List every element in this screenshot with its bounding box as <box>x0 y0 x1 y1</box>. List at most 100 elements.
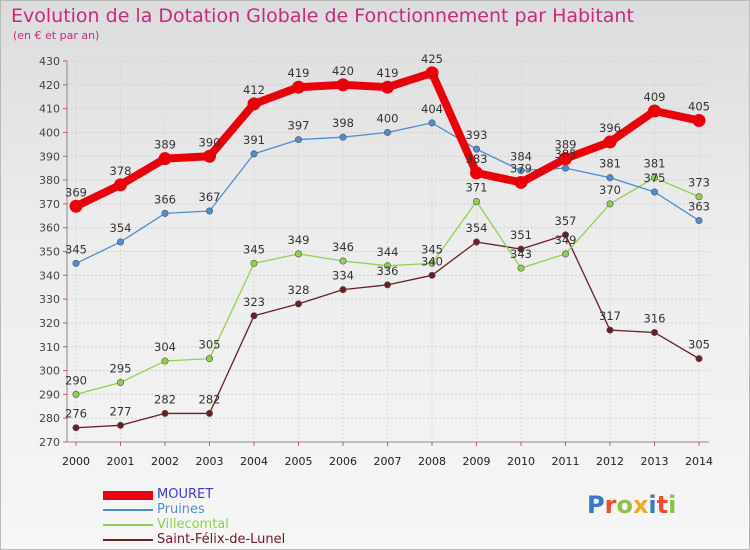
data-label: 290 <box>65 373 87 387</box>
data-point <box>472 197 480 205</box>
legend-label: MOURET <box>157 487 214 502</box>
legend-label: Villecomtal <box>157 517 229 532</box>
data-label: 343 <box>510 247 532 261</box>
y-tick-label: 360 <box>39 222 60 235</box>
data-point <box>470 166 483 180</box>
data-label: 381 <box>644 157 666 171</box>
data-label: 345 <box>65 242 87 256</box>
data-point <box>606 174 614 182</box>
data-point <box>117 421 125 429</box>
y-tick-label: 400 <box>39 126 60 139</box>
data-point <box>472 238 480 246</box>
data-label: 398 <box>332 116 354 130</box>
data-label: 304 <box>154 340 176 354</box>
y-tick-label: 390 <box>39 150 60 163</box>
legend-label: Pruines <box>157 502 205 517</box>
data-point <box>161 357 169 365</box>
data-point <box>206 207 214 215</box>
data-point <box>606 200 614 208</box>
x-tick-label: 2004 <box>240 455 268 468</box>
data-label: 419 <box>288 66 310 80</box>
data-label: 381 <box>599 157 621 171</box>
y-tick-label: 300 <box>39 365 60 378</box>
data-point <box>517 167 525 175</box>
data-label: 412 <box>243 83 265 97</box>
x-tick-label: 2013 <box>641 455 669 468</box>
data-label: 396 <box>599 121 621 135</box>
data-label: 328 <box>288 283 310 297</box>
data-point <box>425 66 439 80</box>
data-label: 349 <box>555 233 577 247</box>
proxiti-logo: Proxiti <box>587 491 676 519</box>
data-point <box>72 259 80 267</box>
data-point <box>428 259 436 267</box>
data-label: 363 <box>688 200 710 214</box>
data-label: 334 <box>332 269 354 283</box>
data-point <box>69 199 83 213</box>
legend-label: Saint-Félix-de-Lunel <box>157 532 286 547</box>
data-point <box>606 326 614 334</box>
data-point <box>250 259 258 267</box>
data-label: 305 <box>199 338 221 352</box>
data-label: 357 <box>555 214 577 228</box>
x-tick-label: 2007 <box>374 455 402 468</box>
data-point <box>559 152 572 166</box>
data-label: 349 <box>288 233 310 247</box>
data-point <box>695 193 703 201</box>
logo-letter: i <box>648 491 657 519</box>
legend-swatch <box>103 509 153 511</box>
data-point <box>250 150 258 158</box>
data-label: 344 <box>377 245 399 259</box>
data-label: 354 <box>110 221 132 235</box>
data-point <box>294 136 302 144</box>
data-label: 316 <box>644 311 666 325</box>
data-label: 419 <box>377 66 399 80</box>
data-point <box>117 378 125 386</box>
data-label: 383 <box>466 152 488 166</box>
data-label: 397 <box>288 119 310 133</box>
data-point <box>292 80 305 94</box>
y-tick-label: 410 <box>39 103 60 116</box>
y-tick-label: 310 <box>39 341 60 354</box>
data-point <box>72 424 80 432</box>
logo-letter: P <box>587 491 605 519</box>
logo-letter: x <box>632 491 649 519</box>
data-label: 393 <box>466 128 488 142</box>
legend-swatch <box>103 539 153 541</box>
legend-item: Pruines <box>103 503 205 517</box>
data-point <box>692 114 706 128</box>
y-tick-label: 370 <box>39 198 60 211</box>
data-label: 390 <box>199 135 221 149</box>
x-tick-label: 2002 <box>151 455 179 468</box>
y-tick-label: 350 <box>39 246 60 259</box>
data-point <box>517 245 525 253</box>
data-label: 385 <box>555 147 577 161</box>
data-point <box>472 145 480 153</box>
data-label: 409 <box>644 90 666 104</box>
x-tick-label: 2010 <box>507 455 535 468</box>
data-label: 373 <box>688 176 710 190</box>
chart-title: Evolution de la Dotation Globale de Fonc… <box>11 5 634 27</box>
data-point <box>650 188 658 196</box>
x-tick-label: 2009 <box>463 455 491 468</box>
data-point <box>514 175 528 189</box>
data-label: 389 <box>154 138 176 152</box>
y-tick-label: 290 <box>39 388 60 401</box>
data-point <box>603 135 617 149</box>
data-label: 367 <box>199 190 221 204</box>
data-label: 345 <box>243 242 265 256</box>
data-label: 346 <box>332 240 354 254</box>
data-label: 391 <box>243 133 265 147</box>
data-label: 371 <box>466 180 488 194</box>
data-point <box>206 409 214 417</box>
data-point <box>114 178 127 192</box>
data-label: 370 <box>599 183 621 197</box>
data-label: 384 <box>510 150 532 164</box>
data-point <box>650 328 658 336</box>
data-point <box>381 80 394 94</box>
data-label: 375 <box>644 171 666 185</box>
legend-item: MOURET <box>103 488 213 502</box>
data-label: 305 <box>688 338 710 352</box>
data-point <box>339 257 347 265</box>
logo-letter: o <box>616 491 633 519</box>
